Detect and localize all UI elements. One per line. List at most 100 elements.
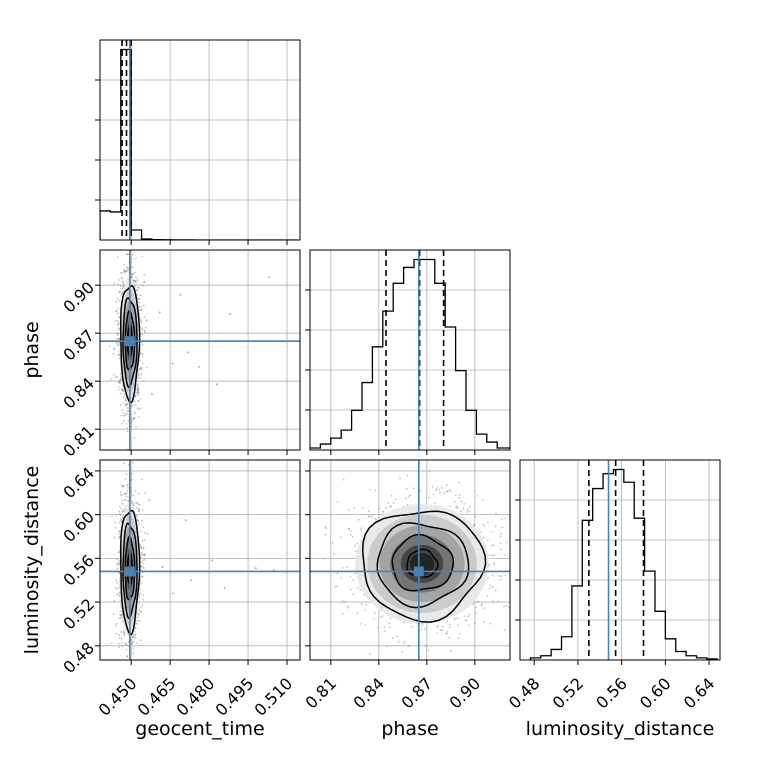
sample-point — [120, 499, 123, 502]
sample-point — [371, 514, 374, 516]
sample-point — [119, 512, 121, 515]
sample-point — [133, 417, 136, 420]
sample-point — [445, 632, 448, 635]
sample-point — [116, 564, 119, 567]
sample-point — [140, 368, 143, 371]
sample-point — [130, 478, 133, 481]
sample-point — [497, 600, 499, 603]
sample-point — [143, 274, 146, 277]
sample-point — [118, 559, 120, 562]
sample-point — [116, 557, 118, 560]
sample-point — [137, 416, 140, 419]
sample-point — [139, 294, 142, 297]
sample-point — [141, 478, 144, 481]
sample-point — [131, 253, 134, 256]
sample-point — [132, 635, 135, 638]
truth-marker — [124, 336, 135, 347]
sample-point — [131, 273, 134, 275]
sample-point — [119, 514, 122, 516]
sample-point — [137, 523, 140, 526]
sample-point — [383, 626, 386, 629]
sample-point — [113, 348, 116, 350]
sample-point — [458, 497, 461, 499]
x-tick-label-phase: 0.87 — [397, 674, 436, 713]
sample-point — [118, 634, 121, 637]
sample-point — [412, 487, 415, 490]
sample-point — [124, 271, 126, 274]
x-tick-label-luminosity_distance: 0.56 — [592, 674, 631, 713]
contour-line — [120, 509, 141, 636]
sample-point — [475, 606, 478, 609]
sample-point — [428, 470, 430, 473]
sample-point — [132, 633, 135, 636]
sample-point — [141, 604, 144, 606]
sample-point — [458, 494, 461, 496]
sample-point — [117, 320, 120, 323]
outlier-point — [184, 519, 187, 522]
sample-point — [140, 530, 143, 533]
sample-point — [140, 366, 143, 369]
sample-point — [443, 492, 446, 495]
sample-point — [468, 613, 471, 616]
sample-point — [123, 268, 125, 271]
sample-point — [336, 572, 339, 575]
sample-point — [483, 525, 486, 528]
sample-point — [448, 637, 451, 639]
sample-point — [427, 496, 430, 499]
sample-point — [407, 667, 409, 669]
sample-point — [398, 640, 400, 643]
sample-point — [141, 343, 144, 346]
sample-point — [136, 518, 139, 520]
sample-point — [140, 352, 142, 355]
sample-point — [350, 530, 353, 533]
sample-point — [125, 473, 128, 475]
sample-point — [130, 405, 133, 407]
sample-point — [118, 537, 120, 539]
outlier-point — [228, 313, 231, 315]
sample-point — [468, 506, 471, 508]
sample-point — [137, 391, 140, 394]
sample-point — [118, 587, 120, 589]
sample-point — [143, 567, 145, 569]
sample-point — [342, 613, 344, 615]
contour-line — [376, 522, 470, 609]
sample-point — [487, 521, 489, 523]
sample-point — [369, 652, 371, 655]
sample-point — [137, 287, 140, 289]
sample-point — [117, 337, 120, 340]
sample-point — [139, 352, 142, 355]
sample-point — [119, 613, 122, 616]
sample-point — [140, 545, 142, 548]
outlier-point — [161, 566, 164, 569]
sample-point — [140, 606, 143, 608]
sample-point — [145, 366, 148, 369]
sample-point — [490, 530, 493, 533]
sample-point — [123, 270, 126, 273]
scatter-panel-geocent_time-phase — [100, 250, 300, 450]
sample-point — [117, 388, 120, 391]
sample-point — [118, 562, 120, 565]
sample-point — [118, 316, 120, 319]
sample-point — [136, 507, 139, 510]
sample-point — [364, 609, 367, 611]
y-tick-label-luminosity_distance: 0.56 — [59, 551, 98, 590]
sample-point — [438, 488, 441, 491]
sample-point — [456, 507, 459, 510]
sample-point — [136, 391, 139, 394]
sample-point — [374, 517, 377, 520]
sample-point — [116, 588, 118, 590]
sample-point — [141, 539, 144, 542]
sample-point — [448, 623, 451, 626]
sample-point — [139, 309, 141, 312]
sample-point — [126, 253, 128, 256]
sample-point — [117, 642, 120, 645]
sample-point — [368, 515, 371, 517]
sample-point — [117, 341, 120, 344]
sample-point — [493, 564, 496, 566]
scatter-frame-phase-luminosity_distance — [309, 459, 511, 661]
sample-point — [135, 394, 137, 397]
sample-point — [503, 554, 506, 556]
sample-point — [144, 492, 147, 495]
sample-point — [114, 526, 117, 529]
